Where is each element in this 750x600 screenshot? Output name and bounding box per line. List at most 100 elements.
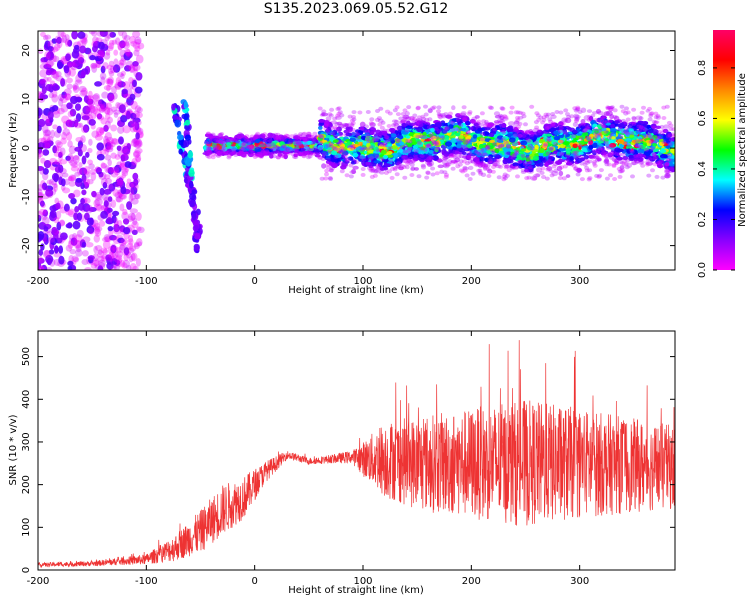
spectrogram-cell	[223, 150, 229, 155]
spectrogram-cell	[106, 183, 114, 190]
spectrogram-cell	[85, 107, 93, 117]
spectrogram-cell	[609, 128, 617, 132]
spectrogram-cell	[121, 88, 128, 95]
spectrogram-cell	[126, 242, 134, 250]
spectrogram-cell	[308, 151, 314, 156]
spectrogram-cell	[72, 155, 80, 161]
spectrogram-cell	[136, 226, 145, 234]
spectrogram-cell	[245, 145, 251, 150]
spectrogram-cell	[308, 134, 314, 139]
spectrogram-cell	[51, 161, 61, 167]
spectrogram-cell	[90, 172, 97, 181]
spectrogram-cell	[38, 230, 45, 240]
spectrogram-cell	[69, 248, 77, 255]
spectrogram-cell	[120, 70, 126, 76]
spectrogram-cell	[191, 212, 197, 221]
spectrogram-cell	[75, 74, 82, 83]
spectrogram-cell	[73, 119, 79, 128]
spectrogram-cell	[450, 137, 457, 144]
spectrogram-cell	[129, 93, 136, 101]
spectrogram-cell	[99, 127, 105, 135]
spectrogram-cell	[102, 181, 108, 189]
spectrogram-cell	[114, 191, 123, 199]
spectrogram-cell	[113, 227, 122, 235]
spectrogram-cell	[42, 209, 49, 217]
spectrogram-cell	[121, 168, 129, 174]
spectrogram-cell	[188, 180, 194, 189]
spectrogram-cell	[39, 166, 44, 175]
spectrogram-cell	[133, 178, 139, 186]
spectrogram-cell	[106, 108, 114, 116]
spectrogram-cell	[38, 188, 43, 198]
spectrogram-cell	[98, 259, 106, 268]
spectrogram-cell	[40, 31, 46, 37]
spectrogram-cell	[66, 102, 73, 110]
spectrogram-cell	[108, 251, 116, 259]
spectrogram-cell	[103, 234, 112, 242]
spectrogram-cell	[111, 257, 118, 265]
spectrogram-cell	[125, 181, 134, 189]
spectrogram-cell	[38, 255, 43, 264]
spectrogram-cell	[67, 260, 74, 267]
spectrogram-cell	[95, 167, 102, 175]
spectrogram-cell	[98, 220, 106, 227]
spectrogram-cell	[124, 65, 132, 72]
spectrogram-cell	[105, 217, 113, 224]
spectrogram-cell	[129, 208, 138, 214]
spectrogram-cell	[85, 151, 90, 158]
spectrogram-cell	[108, 60, 115, 68]
spectrogram-cell	[38, 197, 44, 204]
spectrogram-cell	[122, 81, 131, 90]
spectrogram-cell	[106, 207, 113, 213]
spectrogram-cell	[108, 68, 114, 75]
spectrogram-cell	[131, 229, 138, 236]
spectrogram-cell	[87, 98, 95, 107]
spectrogram-cell	[101, 193, 109, 201]
spectrogram-cell	[293, 155, 299, 160]
spectrogram-cell	[134, 193, 141, 200]
spectrogram-cell	[236, 136, 242, 141]
spectrogram-cell	[70, 162, 79, 168]
spectrogram-cell	[82, 124, 90, 133]
spectrogram-cell	[128, 238, 134, 246]
spectrogram-cell	[106, 64, 114, 70]
spectrogram-cell	[118, 244, 126, 253]
spectrogram-cell	[125, 49, 131, 57]
spectrogram-cell	[312, 146, 318, 150]
spectrogram-cell	[54, 35, 61, 44]
spectrogram-cell	[60, 137, 67, 145]
spectrogram-cell	[120, 114, 128, 123]
spectrogram-cell	[54, 145, 60, 154]
spectrogram-cell	[39, 92, 45, 101]
spectrogram-cell	[118, 193, 126, 200]
spectrogram-cell	[226, 155, 232, 160]
spectrogram-cell	[105, 146, 114, 153]
spectrogram-cell	[40, 58, 48, 65]
spectrogram-cell	[117, 237, 125, 244]
spectrogram-cell	[130, 197, 139, 205]
spectrogram-cell	[108, 70, 115, 77]
spectrogram-cell	[117, 31, 124, 37]
spectrogram-cell	[83, 181, 90, 189]
spectrogram-cell	[129, 263, 137, 270]
spectrogram-cell	[121, 170, 129, 177]
spectrogram-cell	[109, 31, 117, 38]
spectrogram-cell	[91, 190, 97, 198]
spectrogram-cell	[188, 169, 195, 177]
spectrogram-cell	[78, 85, 87, 93]
spectrogram-cell	[208, 138, 214, 143]
spectrogram-cell	[52, 70, 60, 80]
spectrogram-cell	[51, 89, 58, 98]
spectrogram-cell	[83, 197, 91, 204]
spectrogram-cell	[39, 200, 45, 207]
spectrogram-cell	[60, 184, 66, 191]
spectrogram-cell	[79, 45, 87, 54]
spectrogram-cell	[110, 124, 118, 132]
spectrogram-cell	[85, 241, 94, 248]
spectrogram-cell	[131, 79, 137, 88]
spectrogram-cell	[291, 147, 297, 152]
spectrogram-cell	[121, 211, 129, 220]
spectrogram-cell	[53, 216, 60, 224]
spectrogram-cell	[123, 247, 130, 256]
spectrogram-cell	[43, 249, 51, 258]
